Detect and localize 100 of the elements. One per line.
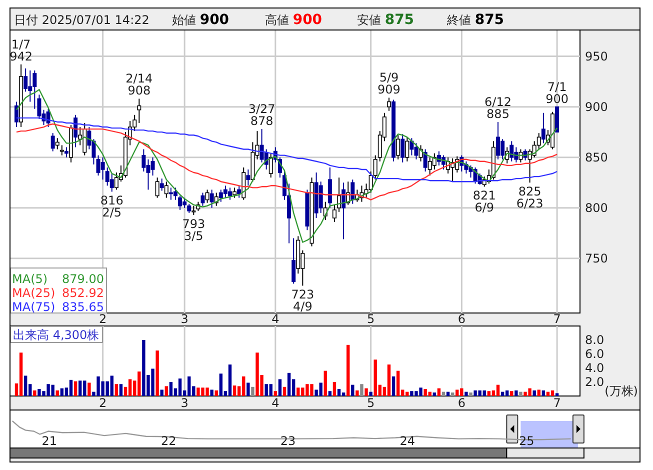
- x-tick-label: 22: [161, 434, 176, 448]
- bar: [519, 392, 522, 396]
- candlestick: [142, 148, 146, 172]
- candlestick: [74, 114, 78, 148]
- candlestick: [405, 136, 410, 162]
- bar: [342, 392, 346, 396]
- candlestick: [200, 192, 205, 206]
- x-tick-label: 5: [366, 312, 375, 326]
- y-axis-title: (万株): [604, 384, 638, 398]
- text: 終値 875: [446, 12, 504, 28]
- candlestick: [164, 181, 168, 198]
- x-tick-label: 21: [42, 434, 58, 448]
- bar: [274, 391, 278, 396]
- candlestick: [328, 166, 332, 208]
- x-tick-label: 24: [400, 434, 415, 448]
- bar: [69, 380, 73, 396]
- x-tick-label: 23: [280, 434, 296, 448]
- bar: [351, 384, 354, 396]
- annotation: 1/7 942: [10, 37, 32, 64]
- chart-title: 出来高 4,300株: [13, 328, 100, 342]
- candlestick: [246, 168, 250, 186]
- annotation: 793 3/5: [182, 216, 206, 243]
- bar: [278, 379, 282, 396]
- bar: [369, 392, 372, 396]
- bar: [464, 392, 468, 396]
- candlestick: [292, 238, 296, 284]
- bar: [387, 364, 391, 396]
- bar: [287, 372, 291, 396]
- annotation: 7/1 900: [546, 80, 569, 106]
- bar: [160, 390, 164, 396]
- y-tick-label: 8.0: [585, 333, 604, 347]
- candlestick: [64, 146, 68, 158]
- y-tick-label: 6.0: [585, 347, 604, 361]
- candlestick: [386, 97, 391, 112]
- bar: [432, 392, 436, 396]
- y-tick-label: 800: [585, 200, 608, 215]
- x-tick-label: 3: [180, 312, 188, 326]
- candlestick: [60, 144, 64, 156]
- candlestick: [110, 173, 114, 192]
- bar: [228, 364, 232, 396]
- text: 高値 900: [265, 12, 322, 28]
- candlestick: [232, 187, 237, 198]
- text: MA(25) 852.92: [12, 286, 104, 300]
- candlestick: [210, 189, 214, 208]
- annotation: 3/27 878: [248, 102, 276, 128]
- candlestick: [160, 178, 164, 192]
- annotation: 723 4/9: [291, 288, 314, 314]
- bar: [346, 344, 350, 396]
- x-tick-label: 5: [366, 396, 375, 410]
- bar: [128, 379, 132, 396]
- candlestick: [332, 204, 336, 223]
- bar: [74, 381, 78, 396]
- bar: [33, 390, 36, 396]
- bar: [88, 382, 91, 396]
- y-tick-label: 4.0: [585, 361, 604, 375]
- bar: [119, 384, 123, 396]
- candlestick: [192, 205, 196, 216]
- candlestick: [541, 112, 546, 144]
- candlestick: [496, 121, 500, 160]
- text: MA(75) 835.65: [12, 300, 104, 314]
- text: 安値 875: [357, 12, 414, 28]
- bar: [537, 390, 540, 396]
- bar: [251, 386, 254, 396]
- x-tick-label: 25: [519, 434, 534, 448]
- candlestick: [400, 134, 405, 163]
- bar: [328, 391, 332, 396]
- candlestick: [137, 98, 142, 124]
- candlestick: [50, 132, 55, 152]
- bar: [364, 388, 368, 396]
- bar: [324, 370, 327, 396]
- bar: [282, 386, 286, 396]
- x-tick-label: 6: [458, 396, 466, 410]
- text: MA(5) 879.00: [12, 272, 104, 286]
- bar: [437, 388, 441, 396]
- bar: [532, 390, 536, 396]
- x-tick-label: 3: [180, 396, 188, 410]
- bar: [164, 386, 168, 396]
- x-tick-label: 7: [553, 396, 561, 410]
- bar: [550, 390, 554, 396]
- candlestick: [55, 138, 60, 150]
- candlestick: [14, 101, 18, 128]
- bar: [496, 384, 500, 396]
- bar: [396, 370, 400, 396]
- bar: [356, 390, 359, 396]
- bar: [232, 386, 236, 396]
- bar: [56, 390, 59, 396]
- candlestick: [268, 152, 273, 178]
- bar: [514, 390, 518, 396]
- bar: [337, 389, 341, 396]
- bar: [450, 392, 454, 396]
- bar: [78, 380, 82, 396]
- bar: [156, 350, 159, 396]
- bar: [469, 392, 472, 396]
- x-tick-label: 2: [98, 396, 107, 410]
- candlestick: [205, 189, 210, 204]
- annotation: 816 2/5: [100, 194, 124, 220]
- bar: [210, 390, 214, 396]
- candlestick: [178, 195, 182, 210]
- annotation: 2/14 908: [126, 72, 153, 98]
- bar: [392, 376, 396, 396]
